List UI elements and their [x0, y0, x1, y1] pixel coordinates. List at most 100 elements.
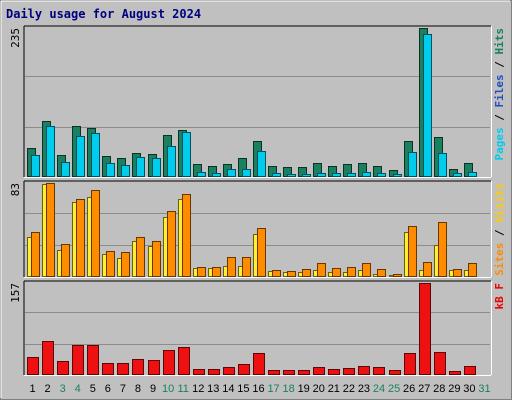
bar-kb-f-day-19	[298, 370, 310, 375]
day-label-29: 29	[448, 383, 460, 395]
day-label-19: 19	[298, 383, 310, 395]
panel-2: 83 Sites / Visits	[9, 180, 506, 278]
bar-kb-f-day-20	[313, 367, 325, 375]
bar-sites-day-24	[377, 269, 386, 277]
bar-kb-f-day-7	[117, 363, 129, 375]
bar-files-day-16	[257, 151, 266, 177]
legend-item-1: kB F	[493, 283, 506, 310]
legend: Pages / Files / Hits	[493, 28, 506, 161]
bar-kb-f-day-1	[27, 357, 39, 375]
bar-sites-day-1	[31, 232, 40, 277]
bar-sites-day-25	[393, 274, 402, 277]
bar-sites-day-16	[257, 228, 266, 277]
bar-files-day-1	[31, 155, 40, 177]
bar-sites-day-17	[272, 270, 281, 277]
bar-kb-f-day-21	[328, 369, 340, 375]
bar-sites-day-14	[227, 257, 236, 277]
legend: kB F	[493, 283, 506, 310]
bar-sites-day-2	[46, 183, 55, 277]
bar-sites-day-4	[76, 199, 85, 277]
day-label-31: 31	[478, 383, 490, 395]
legend-item-3: Visits	[493, 183, 506, 223]
bar-kb-f-day-11	[178, 347, 190, 375]
bar-kb-f-day-12	[193, 369, 205, 375]
day-label-28: 28	[433, 383, 445, 395]
bar-files-day-7	[121, 165, 130, 177]
bar-kb-f-day-18	[283, 370, 295, 375]
day-label-17: 17	[267, 383, 279, 395]
bar-kb-f-day-2	[42, 341, 54, 375]
legend-item-1: Sites	[493, 243, 506, 276]
bar-files-day-2	[46, 126, 55, 177]
bar-files-day-3	[61, 162, 70, 177]
bar-sites-day-12	[197, 267, 206, 277]
bar-kb-f-day-4	[72, 345, 84, 375]
day-label-12: 12	[192, 383, 204, 395]
legend-item-5: Hits	[493, 28, 506, 55]
bar-sites-day-6	[106, 251, 115, 277]
day-label-8: 8	[135, 383, 141, 395]
bar-files-day-29	[453, 173, 462, 177]
bar-sites-day-19	[302, 269, 311, 277]
day-label-11: 11	[177, 383, 188, 395]
bar-files-day-30	[468, 172, 477, 177]
bar-kb-f-day-23	[358, 366, 370, 375]
panel-1: 235 Pages / Files / Hits	[9, 25, 506, 178]
bar-kb-f-day-14	[223, 367, 235, 375]
bar-kb-f-day-30	[464, 366, 476, 375]
bar-files-day-6	[106, 163, 115, 177]
day-label-6: 6	[105, 383, 111, 395]
bar-sites-day-5	[91, 190, 100, 277]
bar-sites-day-13	[212, 267, 221, 277]
bar-files-day-9	[152, 158, 161, 177]
bar-files-day-18	[287, 174, 296, 177]
bar-kb-f-day-28	[434, 352, 446, 375]
day-label-22: 22	[343, 383, 355, 395]
bar-files-day-15	[242, 169, 251, 177]
day-label-18: 18	[283, 383, 295, 395]
bar-files-day-23	[362, 172, 371, 177]
legend: Sites / Visits	[493, 183, 506, 276]
bar-files-day-27	[423, 34, 432, 177]
bar-files-day-12	[197, 172, 206, 177]
day-label-15: 15	[237, 383, 249, 395]
bar-sites-day-8	[136, 237, 145, 277]
bar-files-day-14	[227, 169, 236, 177]
bar-kb-f-day-9	[148, 360, 160, 375]
y-max-label: 157	[9, 283, 22, 303]
day-label-7: 7	[120, 383, 126, 395]
legend-item-4: /	[493, 55, 506, 75]
legend-item-2: /	[493, 223, 506, 243]
day-label-16: 16	[252, 383, 264, 395]
bar-kb-f-day-27	[419, 283, 431, 375]
day-label-30: 30	[463, 383, 475, 395]
bar-kb-f-day-29	[449, 371, 461, 375]
y-max-label: 235	[9, 28, 22, 48]
bar-sites-day-28	[438, 222, 447, 277]
bar-files-day-8	[136, 157, 145, 177]
bar-files-day-20	[317, 173, 326, 177]
bar-sites-day-23	[362, 263, 371, 277]
day-label-26: 26	[403, 383, 415, 395]
bar-sites-day-7	[121, 252, 130, 277]
day-label-20: 20	[313, 383, 325, 395]
bar-sites-day-3	[61, 244, 70, 277]
bar-files-day-13	[212, 173, 221, 177]
bar-files-day-21	[332, 173, 341, 177]
bar-sites-day-27	[423, 262, 432, 277]
bar-kb-f-day-16	[253, 353, 265, 375]
y-max-label: 83	[9, 183, 22, 196]
bar-kb-f-day-22	[343, 368, 355, 375]
day-label-1: 1	[29, 383, 35, 395]
bar-files-day-10	[167, 146, 176, 177]
bar-files-day-22	[347, 173, 356, 177]
day-label-21: 21	[328, 383, 340, 395]
bar-kb-f-day-15	[238, 364, 250, 375]
bar-files-day-24	[377, 173, 386, 177]
day-label-27: 27	[418, 383, 430, 395]
day-label-14: 14	[222, 383, 234, 395]
bar-kb-f-day-6	[102, 363, 114, 375]
bar-kb-f-day-24	[373, 367, 385, 375]
